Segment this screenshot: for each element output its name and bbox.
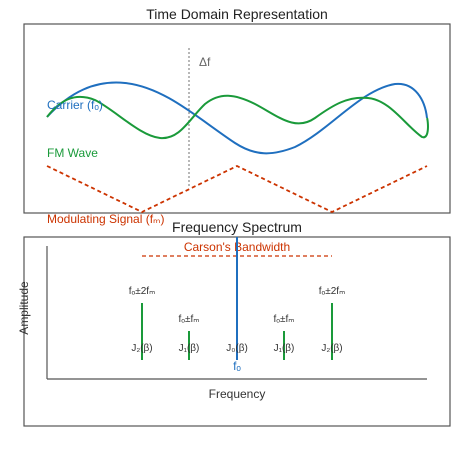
bessel-label: J₂(β) xyxy=(321,343,342,354)
bessel-label: J₀(β) xyxy=(226,343,248,354)
time-domain-frame xyxy=(23,23,451,214)
spectrum-title: Frequency Spectrum xyxy=(172,219,302,235)
carrier-wave xyxy=(46,81,428,155)
sideband-freq-label: fₒ±2fₘ xyxy=(319,286,346,297)
modulating-label: Modulating Signal (fₘ) xyxy=(47,212,165,226)
delta-f-label: Δf xyxy=(199,55,211,69)
carrier-frequency-label: fₒ xyxy=(233,359,241,373)
amplitude-axis-label: Amplitude xyxy=(17,281,31,335)
carrier-label: Carrier (fₒ) xyxy=(47,98,103,112)
fm-wave xyxy=(46,94,429,140)
frequency-axis-label: Frequency xyxy=(209,387,266,401)
time-domain-title: Time Domain Representation xyxy=(146,6,328,22)
bessel-label: J₂(β) xyxy=(131,343,152,354)
sideband-freq-label: fₒ±fₘ xyxy=(178,314,199,325)
bessel-label: J₁(β) xyxy=(274,343,295,354)
sideband-freq-label: fₒ±2fₘ xyxy=(129,286,156,297)
fm-wave-label: FM Wave xyxy=(47,146,98,160)
modulating-signal xyxy=(46,165,428,213)
sideband-freq-label: fₒ±fₘ xyxy=(273,314,294,325)
bessel-label: J₁(β) xyxy=(179,343,200,354)
